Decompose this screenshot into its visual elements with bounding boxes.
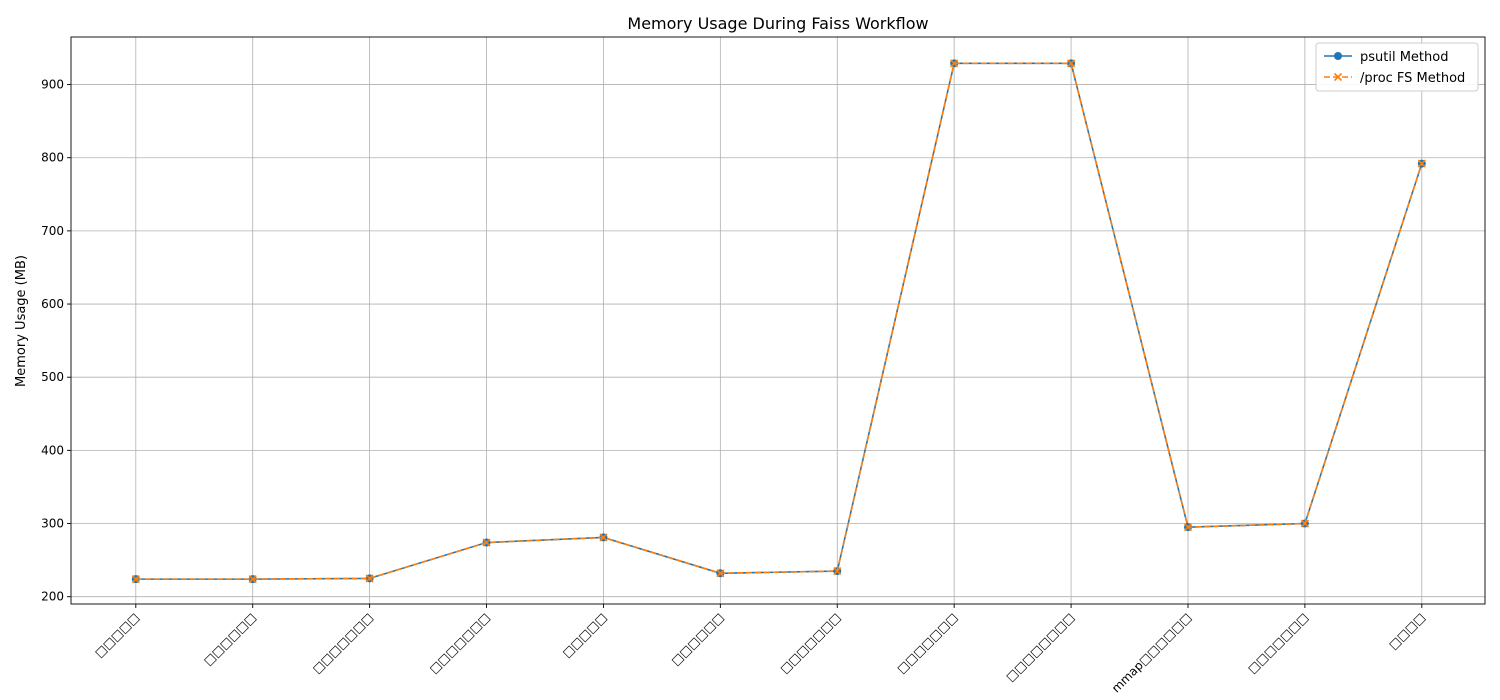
y-tick-label: 700 (41, 224, 64, 238)
x-tick-label: □□□□□□ (668, 610, 726, 668)
legend-item: /proc FS Method (1324, 71, 1465, 86)
data-point (1067, 59, 1076, 68)
legend-item: psutil Method (1324, 50, 1448, 65)
data-point (365, 574, 374, 583)
series-line (135, 62, 1423, 580)
y-tick-label: 800 (41, 151, 64, 165)
x-tick-label: □□□□□□□ (310, 610, 376, 676)
legend-marker (1333, 72, 1343, 82)
series-psutil (131, 59, 1426, 584)
x-tick-label: □□□□□ (560, 610, 610, 660)
y-axis-label: Memory Usage (MB) (14, 255, 29, 387)
series-layer (131, 59, 1426, 584)
y-tick-label: 900 (41, 78, 64, 92)
data-point (833, 567, 842, 576)
legend: psutil Method/proc FS Method (1315, 42, 1479, 92)
x-tick-label: mmap□□□□□□ (1109, 610, 1194, 695)
data-point (131, 575, 140, 584)
y-tick-label: 600 (41, 297, 64, 311)
data-point (950, 59, 959, 68)
chart-title: Memory Usage During Faiss Workflow (627, 14, 928, 33)
x-tick-label: □□□□□□□ (894, 610, 960, 676)
data-point (1300, 519, 1309, 528)
grid-layer (71, 37, 1485, 604)
data-point (248, 575, 257, 584)
data-point (1183, 523, 1193, 532)
series-line (135, 62, 1423, 580)
legend-box (1315, 42, 1479, 92)
x-tick-label: □□□□ (1386, 610, 1428, 652)
legend-label: psutil Method (1360, 50, 1448, 65)
data-point (482, 538, 491, 547)
legend-marker (1334, 52, 1342, 60)
data-point (716, 569, 725, 578)
x-tick-label: □□□□□□□ (777, 610, 843, 676)
y-tick-label: 200 (41, 590, 64, 604)
data-point (599, 533, 608, 542)
x-tick-label: □□□□□□ (201, 610, 259, 668)
plot-frame (70, 36, 1486, 605)
series-proc-fs (131, 59, 1426, 584)
x-tick-label: □□□□□ (92, 610, 142, 660)
x-tick-label: □□□□□□□ (427, 610, 493, 676)
x-tick-label: □□□□□□□□ (1003, 610, 1077, 684)
y-tick-label: 500 (41, 370, 64, 384)
x-tick-label: □□□□□□□ (1245, 610, 1311, 676)
legend-label: /proc FS Method (1360, 71, 1465, 86)
y-tick-label: 300 (41, 517, 64, 531)
y-tick-label: 400 (41, 443, 64, 457)
data-point (1417, 159, 1426, 168)
